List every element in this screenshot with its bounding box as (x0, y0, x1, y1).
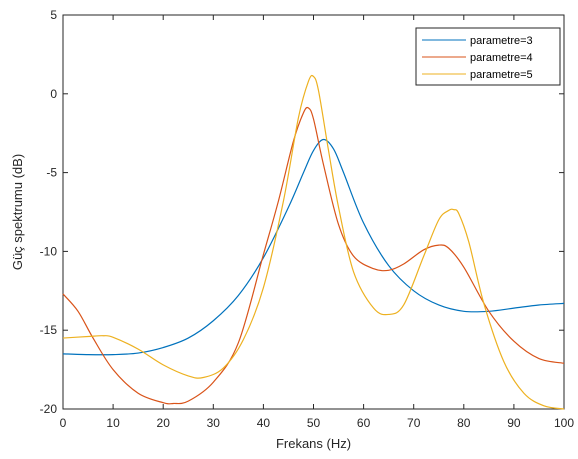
x-tick-label: 50 (307, 416, 321, 430)
legend-label-0: parametre=3 (470, 35, 533, 47)
x-tick-label: 80 (457, 416, 471, 430)
x-tick-label: 100 (554, 416, 574, 430)
legend-label-1: parametre=4 (470, 52, 533, 64)
x-tick-label: 40 (257, 416, 271, 430)
y-tick-label: -15 (40, 323, 58, 337)
y-axis-ticks: 5 0 -5 -10 -15 -20 (40, 8, 564, 416)
series-lines (62, 74, 565, 410)
y-tick-label: -10 (40, 244, 58, 258)
x-tick-label: 30 (207, 416, 221, 430)
legend-label-2: parametre=5 (470, 69, 533, 81)
series-line-2 (62, 74, 565, 410)
x-tick-label: 70 (407, 416, 421, 430)
y-tick-label: -5 (46, 166, 57, 180)
legend: parametre=3 parametre=4 parametre=5 (415, 27, 561, 86)
x-axis-label: Frekans (Hz) (276, 436, 351, 451)
x-tick-label: 0 (60, 416, 67, 430)
x-tick-label: 10 (106, 416, 120, 430)
x-tick-label: 20 (157, 416, 171, 430)
series-line-1 (62, 106, 565, 405)
x-tick-label: 60 (357, 416, 371, 430)
y-axis-label: Güç spektrumu (dB) (10, 154, 25, 270)
x-axis-ticks: 0 10 20 30 40 50 60 70 80 90 100 (60, 15, 574, 430)
x-tick-label: 90 (507, 416, 521, 430)
y-tick-label: 5 (50, 8, 57, 22)
y-tick-label: -20 (40, 402, 58, 416)
y-tick-label: 0 (50, 87, 57, 101)
